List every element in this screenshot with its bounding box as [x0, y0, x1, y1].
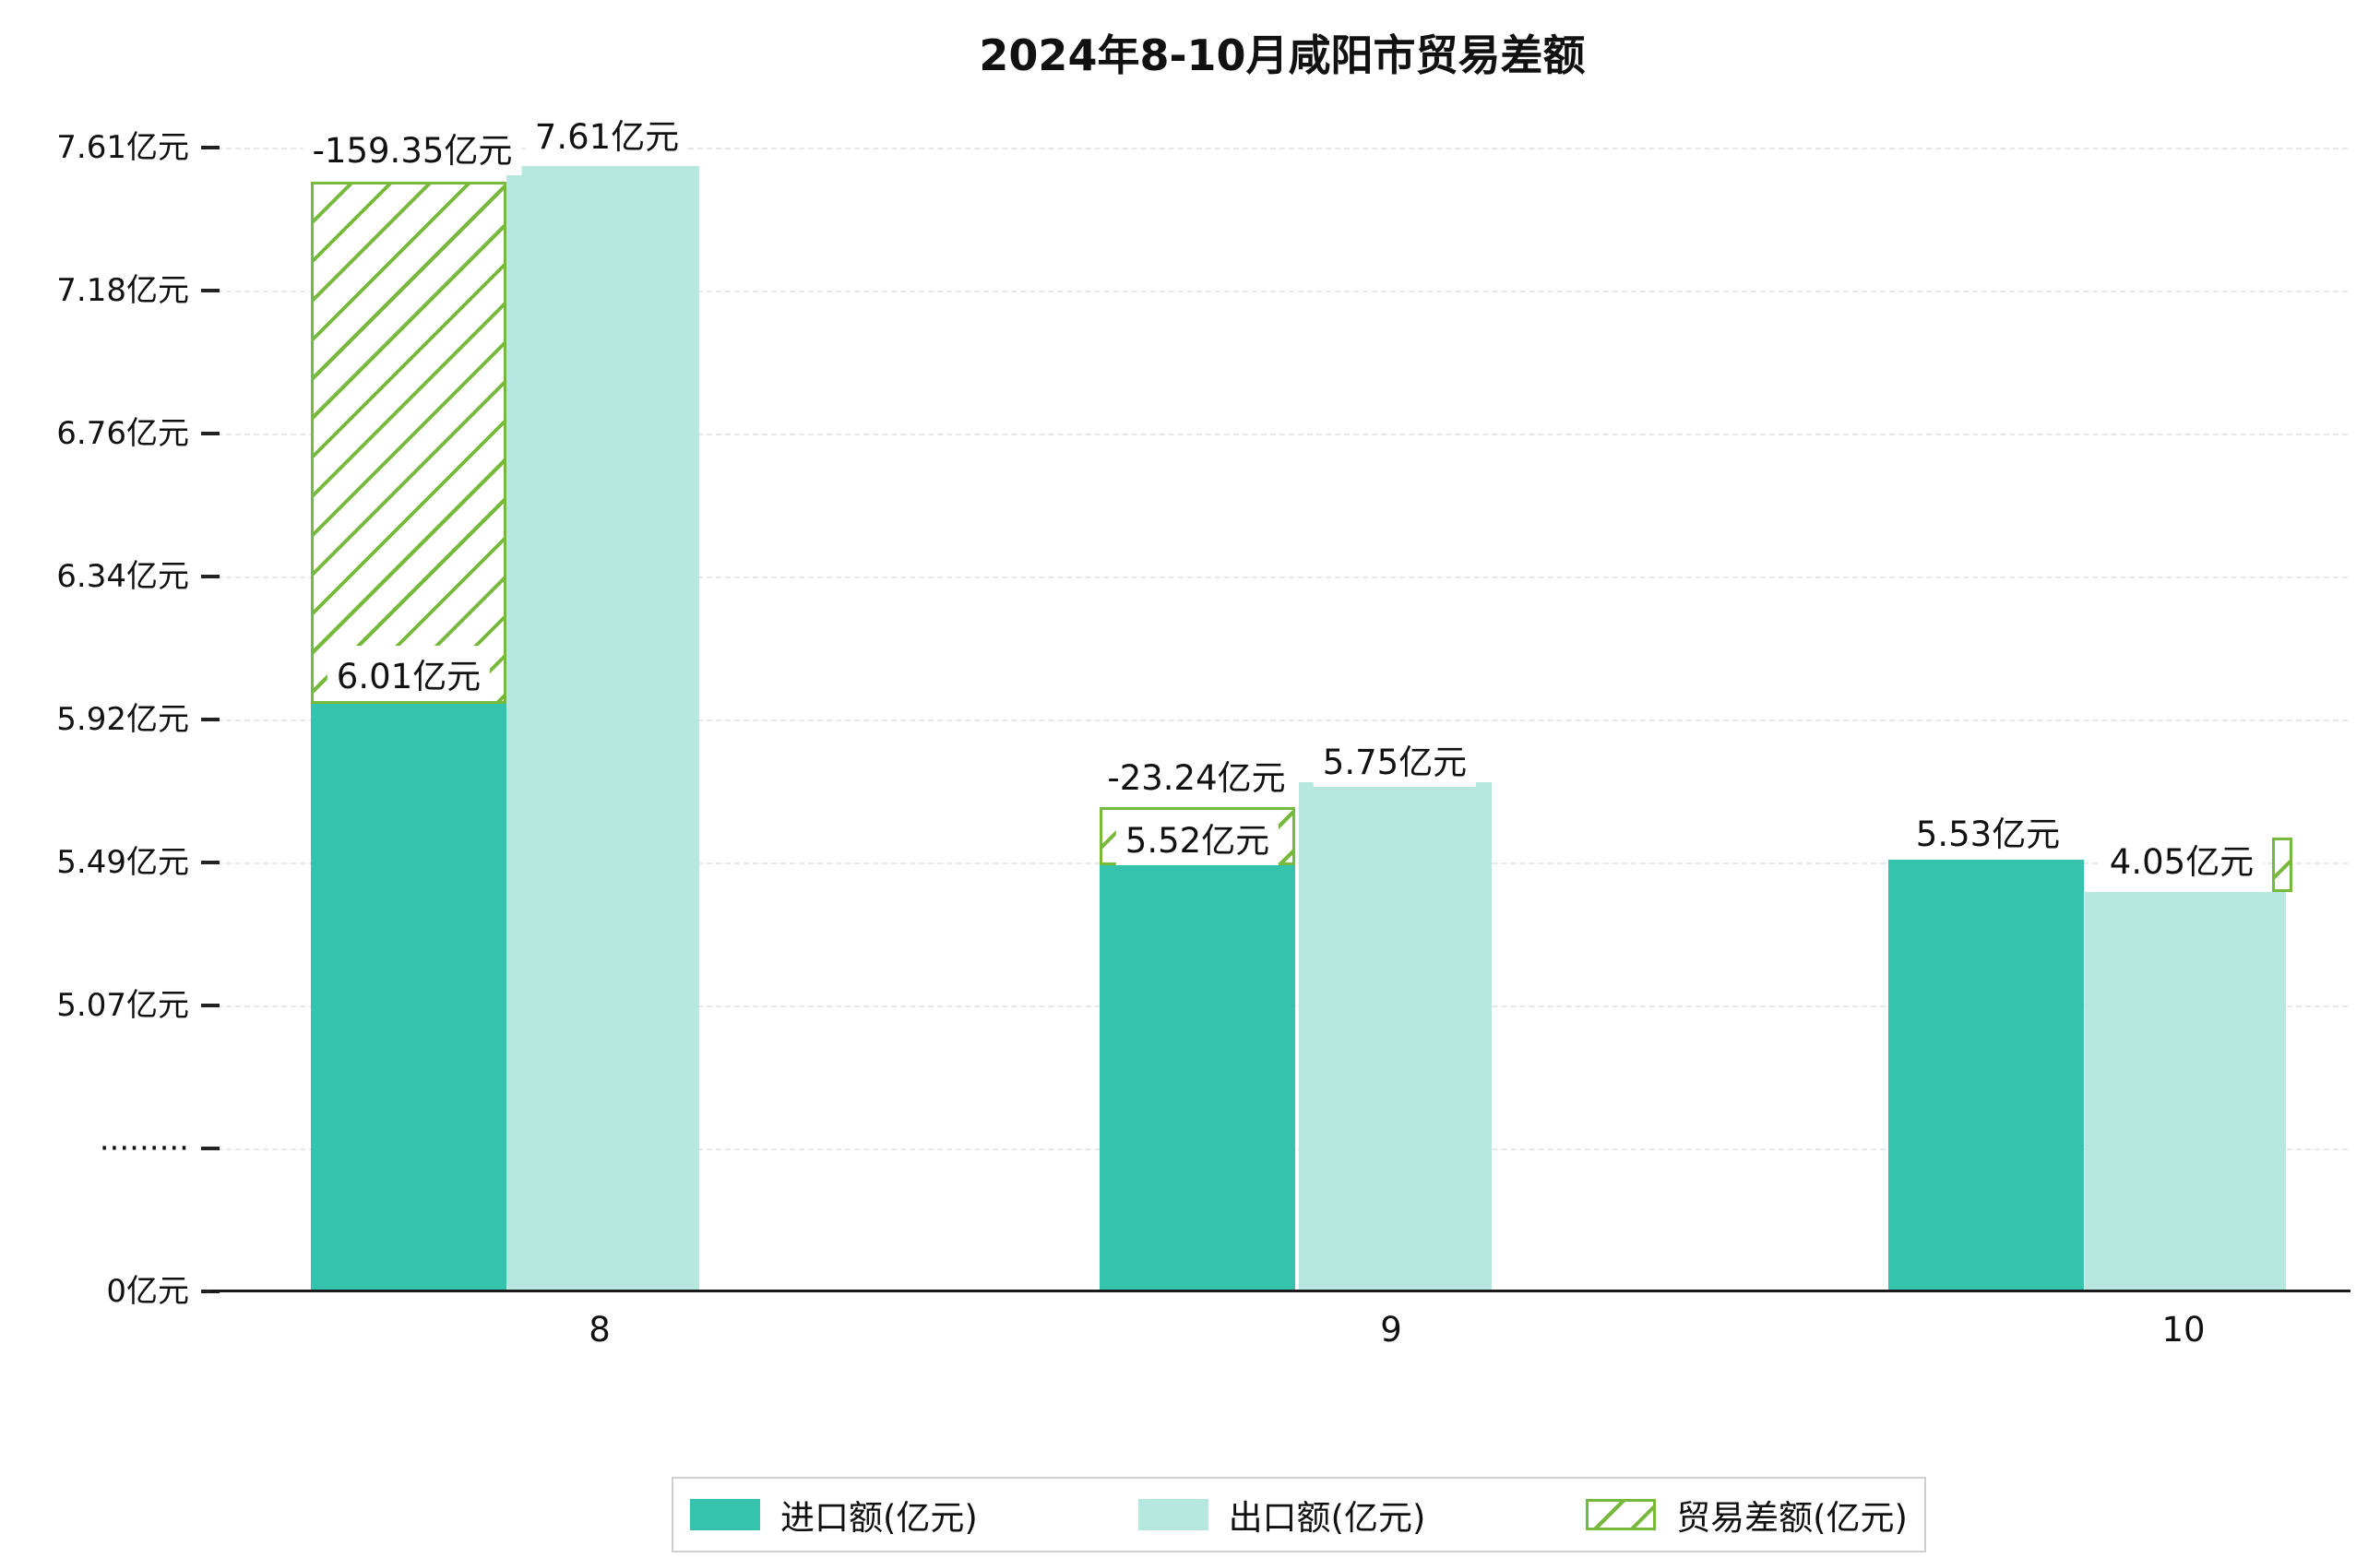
y-tick-label: 6.76亿元	[56, 415, 189, 452]
bar-label-export-sep: 5.75亿元	[1313, 731, 1477, 787]
legend: 进口额(亿元) 出口额(亿元) 贸易差额(亿元)	[672, 1477, 1926, 1552]
x-tick-label-9: 9	[1380, 1310, 1402, 1350]
bar-label-import-aug: 6.01亿元	[327, 646, 491, 701]
chart-title: 2024年8-10月咸阳市贸易差额	[979, 30, 1586, 80]
legend-label-import: 进口额(亿元)	[780, 1498, 978, 1538]
bar-label-export-aug: 7.61亿元	[525, 106, 689, 161]
legend-item-import: 进口额(亿元)	[690, 1490, 978, 1540]
gridline	[217, 148, 2348, 149]
y-tick-mark	[201, 1147, 220, 1150]
legend-label-balance: 贸易差额(亿元)	[1676, 1498, 1908, 1538]
bar-import-sep	[1100, 865, 1295, 1291]
bar-import-oct	[1888, 860, 2084, 1291]
legend-label-export: 出口额(亿元)	[1228, 1498, 1426, 1538]
bar-label-balance-sep: -23.24亿元	[1098, 747, 1295, 803]
y-tick-label: 7.18亿元	[56, 272, 189, 309]
legend-swatch-balance-hatch-icon	[1586, 1499, 1657, 1530]
y-tick-mark	[201, 718, 220, 721]
y-tick-label: 6.34亿元	[56, 558, 189, 595]
y-tick-mark	[201, 289, 220, 292]
bar-export-sep	[1299, 782, 1492, 1291]
bar-label-import-oct: 5.53亿元	[1906, 803, 2070, 859]
legend-item-balance: 贸易差额(亿元)	[1586, 1490, 1908, 1540]
x-tick-label-10: 10	[2161, 1310, 2206, 1350]
bar-label-balance-aug: -159.35亿元	[303, 120, 522, 175]
y-tick-label: 5.49亿元	[56, 844, 189, 881]
gridline	[217, 577, 2348, 578]
bar-import-aug	[311, 704, 506, 1291]
y-tick-mark	[201, 1004, 220, 1007]
x-tick-label-8: 8	[589, 1310, 611, 1350]
bar-export-oct	[2085, 892, 2286, 1291]
y-tick-label: 0亿元	[106, 1273, 189, 1310]
legend-swatch-import-icon	[690, 1499, 760, 1530]
bar-export-aug	[506, 166, 699, 1291]
bar-balance-oct	[2272, 838, 2292, 892]
y-tick-label: 5.07亿元	[56, 987, 189, 1024]
bar-balance-aug	[311, 182, 506, 704]
bar-label-import-sep: 5.52亿元	[1115, 810, 1279, 865]
gridline	[217, 291, 2348, 292]
gridline	[217, 720, 2348, 721]
y-tick-mark	[201, 432, 220, 435]
y-tick-label: 5.92亿元	[56, 701, 189, 738]
legend-swatch-export-icon	[1137, 1499, 1208, 1530]
legend-item-export: 出口额(亿元)	[1137, 1490, 1426, 1540]
bar-label-export-oct: 4.05亿元	[2100, 831, 2264, 886]
y-tick-mark	[201, 146, 220, 149]
y-tick-label: 7.61亿元	[56, 129, 189, 166]
y-tick-mark	[201, 861, 220, 864]
y-tick-mark	[201, 575, 220, 578]
y-tick-label-axis-break: ·········	[99, 1130, 189, 1167]
x-axis-line	[210, 1290, 2350, 1292]
gridline	[217, 434, 2348, 435]
